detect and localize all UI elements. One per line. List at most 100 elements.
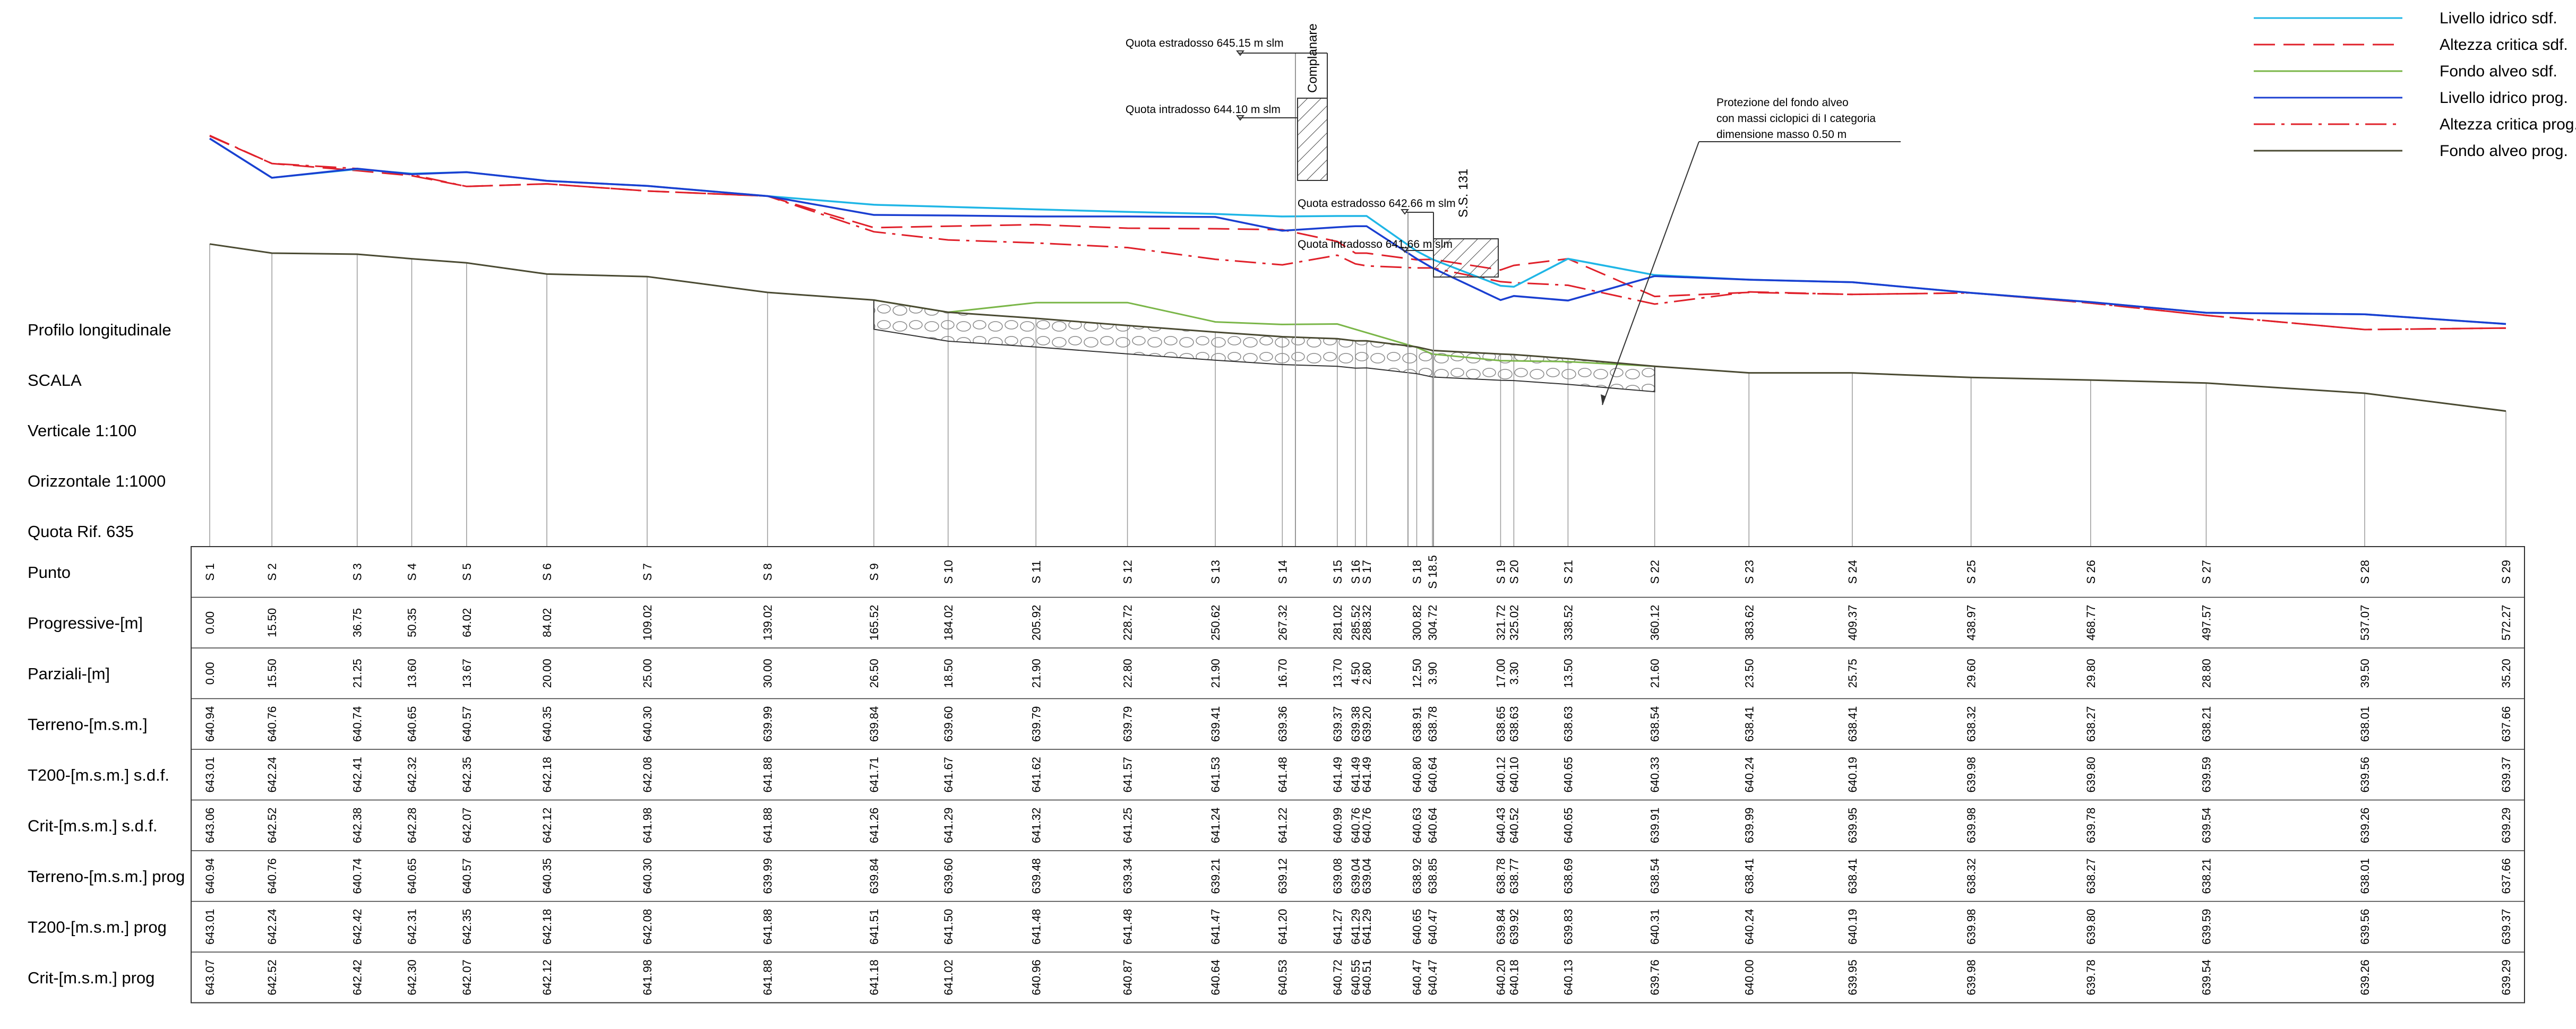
- table-cell: 639.91: [1648, 808, 1662, 843]
- table-cell: 639.34: [1121, 858, 1135, 894]
- table-cell: 641.29: [942, 808, 955, 843]
- table-cell: 642.35: [460, 909, 474, 945]
- table-cell: 639.80: [2084, 909, 2098, 945]
- table-cell: 640.76: [1360, 808, 1373, 843]
- table-cell: 642.08: [641, 757, 654, 792]
- station-label: S 18.5: [1426, 555, 1439, 589]
- bridge-ss131: Quota estradosso 642.66 m slm Quota intr…: [1298, 169, 1499, 547]
- table-cell: 383.62: [1742, 605, 1756, 641]
- table-cell: 639.95: [1846, 808, 1859, 843]
- complanare-deck: [1297, 98, 1328, 181]
- station-label: S 23: [1742, 560, 1756, 584]
- table-cell: 640.76: [265, 706, 279, 742]
- table-cell: 640.65: [1561, 757, 1575, 792]
- table-cell: 642.35: [460, 757, 474, 792]
- table-cell: 21.60: [1648, 659, 1662, 688]
- table-cell: 641.47: [1209, 909, 1222, 945]
- table-cell: 300.82: [1411, 605, 1424, 641]
- protection-note: Protezione del fondo alveo con massi cic…: [1601, 97, 1901, 405]
- table-cell: 639.37: [2500, 757, 2513, 792]
- table-cell: 438.97: [1965, 605, 1978, 641]
- table-cell: 640.19: [1846, 757, 1859, 792]
- station-label: S 4: [406, 563, 419, 581]
- table-cell: 641.57: [1121, 757, 1135, 792]
- table-cell: 3.30: [1507, 662, 1521, 685]
- table-cell: 641.51: [868, 909, 881, 945]
- table-cell: 640.64: [1209, 959, 1222, 995]
- side-label-verticale: Verticale 1:100: [28, 421, 136, 440]
- station-label: S 20: [1507, 560, 1521, 584]
- table-cell: 640.20: [1494, 959, 1507, 995]
- table-cell: 642.07: [460, 808, 474, 843]
- station-label: S 15: [1331, 560, 1344, 584]
- table-cell: 642.12: [540, 959, 554, 995]
- table-cell: 639.99: [761, 706, 775, 742]
- table-cell: 537.07: [2358, 605, 2372, 641]
- table-cell: 638.63: [1507, 706, 1521, 742]
- fondo-alveo-sdf-line: [873, 299, 1655, 367]
- table-cell: 639.26: [2358, 959, 2372, 995]
- table-cell: 641.48: [1121, 909, 1135, 945]
- table-cell: 205.92: [1029, 605, 1043, 641]
- station-label: S 28: [2358, 560, 2372, 584]
- protection-note-line-3: dimensione masso 0.50 m: [1716, 128, 1847, 141]
- protection-leader-line: [1602, 141, 1699, 405]
- table-cell: 639.12: [1276, 858, 1289, 894]
- table-cell: 640.96: [1029, 959, 1043, 995]
- station-label: S 24: [1846, 560, 1859, 584]
- table-cell: 639.48: [1029, 858, 1043, 894]
- table-cell: 497.57: [2200, 605, 2213, 641]
- table-cell: 639.54: [2200, 959, 2213, 995]
- table-cell: 643.01: [203, 909, 217, 945]
- table-cell: 13.50: [1561, 659, 1575, 688]
- table-cell: 638.41: [1846, 706, 1859, 742]
- table-cell: 642.18: [540, 757, 554, 792]
- table-cell: 639.79: [1121, 706, 1135, 742]
- table-cell: 639.83: [1561, 909, 1575, 945]
- station-label: S 25: [1965, 560, 1978, 584]
- table-cell: 641.88: [761, 757, 775, 792]
- table-cell: 639.56: [2358, 757, 2372, 792]
- table-cell: 165.52: [868, 605, 881, 641]
- table-cell: 640.64: [1426, 757, 1439, 792]
- table-cell: 21.90: [1029, 659, 1043, 688]
- table-cell: 639.76: [1648, 959, 1662, 995]
- table-cell: 17.00: [1494, 659, 1507, 688]
- table-cell: 640.19: [1846, 909, 1859, 945]
- table-cell: 641.98: [641, 808, 654, 843]
- table-cell: 285.52: [1349, 605, 1362, 641]
- table-cell: 468.77: [2084, 605, 2098, 641]
- table-cell: 638.32: [1965, 706, 1978, 742]
- table-cell: 639.99: [1742, 808, 1756, 843]
- table-cell: 638.78: [1426, 706, 1439, 742]
- table-cell: 637.66: [2500, 858, 2513, 894]
- legend: Livello idrico sdf. Altezza critica sdf. F…: [2254, 10, 2576, 160]
- table-cell: 15.50: [265, 659, 279, 688]
- station-label: S 29: [2500, 560, 2513, 584]
- row-header: Punto: [28, 563, 71, 582]
- station-label: S 8: [761, 563, 775, 581]
- table-cell: 639.54: [2200, 808, 2213, 843]
- table-cell: 641.29: [1360, 909, 1373, 945]
- table-cell: 642.07: [460, 959, 474, 995]
- table-cell: 642.24: [265, 757, 279, 792]
- table-cell: 639.56: [2358, 909, 2372, 945]
- station-label: S 11: [1029, 560, 1043, 584]
- station-label: S 2: [265, 563, 279, 581]
- station-label: S 12: [1121, 560, 1135, 584]
- table-cell: 639.98: [1965, 909, 1978, 945]
- table-cell: 641.27: [1331, 909, 1344, 945]
- row-header: Parziali-[m]: [28, 664, 110, 683]
- table-cell: 641.24: [1209, 808, 1222, 843]
- table-cell: 25.75: [1846, 659, 1859, 688]
- table-cell: 641.29: [1349, 909, 1362, 945]
- legend-label: Fondo alveo prog.: [2440, 142, 2568, 160]
- table-cell: 15.50: [265, 608, 279, 637]
- table-cell: 13.70: [1331, 659, 1344, 688]
- table-cell: 4.50: [1349, 662, 1362, 685]
- table-cell: 641.18: [868, 959, 881, 995]
- table-cell: 13.60: [406, 659, 419, 688]
- table-cell: 639.29: [2500, 959, 2513, 995]
- table-cell: 640.63: [1411, 808, 1424, 843]
- table-cell: 250.62: [1209, 605, 1222, 641]
